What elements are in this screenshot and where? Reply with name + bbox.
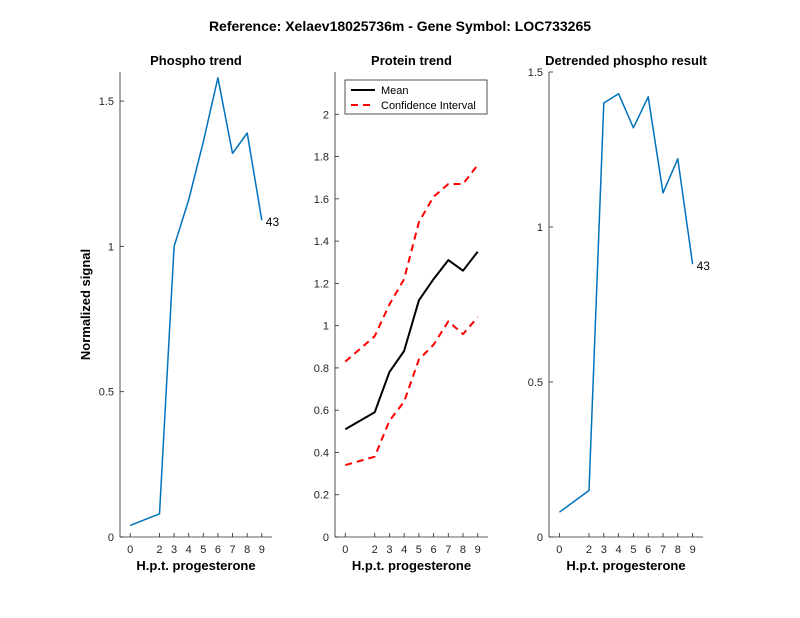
series-2-line [345,316,479,467]
panel-3: Detrended phospho result 0 0.5 1 1.5 0 2 3 4 5 6 7 8… [528,53,711,573]
series-0-line [129,77,263,527]
x-tick-label: 9 [475,544,481,556]
y-tick-label: 1 [537,222,543,234]
x-tick-label: 6 [431,544,437,556]
x-tick-label: 6 [645,544,651,556]
x-tick-label: 7 [229,544,235,556]
x-tick-label: 9 [690,544,696,556]
x-tick-label: 8 [460,544,466,556]
y-tick-label: 1.4 [314,236,329,248]
y-tick-label: 0.5 [528,377,543,389]
x-tick-label: 6 [215,544,221,556]
x-tick-label: 2 [156,544,162,556]
y-tick-label: 0 [323,532,329,544]
point-annotation: 43 [266,215,280,229]
x-tick-label: 0 [127,544,133,556]
legend-entry: Confidence Interval [381,100,476,112]
x-tick-label: 3 [386,544,392,556]
x-tick-label: 8 [675,544,681,556]
y-tick-label: 1.5 [528,67,543,79]
legend: Mean Confidence Interval [344,79,488,115]
x-axis-label: H.p.t. progesterone [566,558,685,573]
y-tick-label: 0.4 [314,447,329,459]
x-tick-label: 0 [342,544,348,556]
x-axis-label: H.p.t. progesterone [352,558,471,573]
y-tick-label: 0 [108,532,114,544]
x-axis-label: H.p.t. progesterone [136,558,255,573]
x-tick-label: 9 [259,544,265,556]
panel-title: Protein trend [371,53,452,68]
panel-2: Protein trend 0 0.2 0.4 0.6 0.8 1 1.2 1.4 1.6 1.8 2… [314,53,488,573]
x-tick-label: 7 [660,544,666,556]
x-tick-label: 3 [171,544,177,556]
figure-title: Reference: Xelaev18025736m - Gene Symbol… [209,18,591,34]
x-tick-label: 4 [616,544,622,556]
x-tick-label: 3 [601,544,607,556]
confidence-interval-line [344,164,479,363]
mean-line [344,251,479,431]
y-tick-label: 1.8 [314,152,329,164]
y-tick-label: 0.6 [314,405,329,417]
y-tick-label: 0.5 [99,387,114,399]
y-tick-label: 0 [537,532,543,544]
y-tick-label: 0.2 [314,490,329,502]
x-tick-label: 0 [556,544,562,556]
x-tick-label: 5 [630,544,636,556]
legend-box [344,79,488,115]
panel-title: Phospho trend [150,53,242,68]
y-tick-label: 1.5 [99,96,114,108]
y-tick-label: 1.2 [314,278,329,290]
y-tick-label: 1 [108,241,114,253]
x-tick-label: 4 [401,544,407,556]
x-tick-label: 4 [186,544,192,556]
y-tick-label: 2 [323,109,329,121]
point-annotation: 43 [697,259,711,273]
panel-title: Detrended phospho result [545,53,707,68]
x-tick-label: 8 [244,544,250,556]
panel-1: Phospho trend 0 0.5 1 1.5 0 2 3 4 5 6 7 8 9 H.p.t. pro… [78,53,279,573]
legend-entry: Mean [381,85,409,97]
x-tick-label: 5 [200,544,206,556]
y-axis-label: Normalized signal [78,249,93,360]
x-tick-label: 5 [416,544,422,556]
y-tick-label: 1.6 [314,194,329,206]
series-0-line [558,92,694,513]
x-tick-label: 7 [445,544,451,556]
y-tick-label: 1 [323,321,329,333]
y-tick-label: 0.8 [314,363,329,375]
x-tick-label: 2 [586,544,592,556]
x-tick-label: 2 [372,544,378,556]
